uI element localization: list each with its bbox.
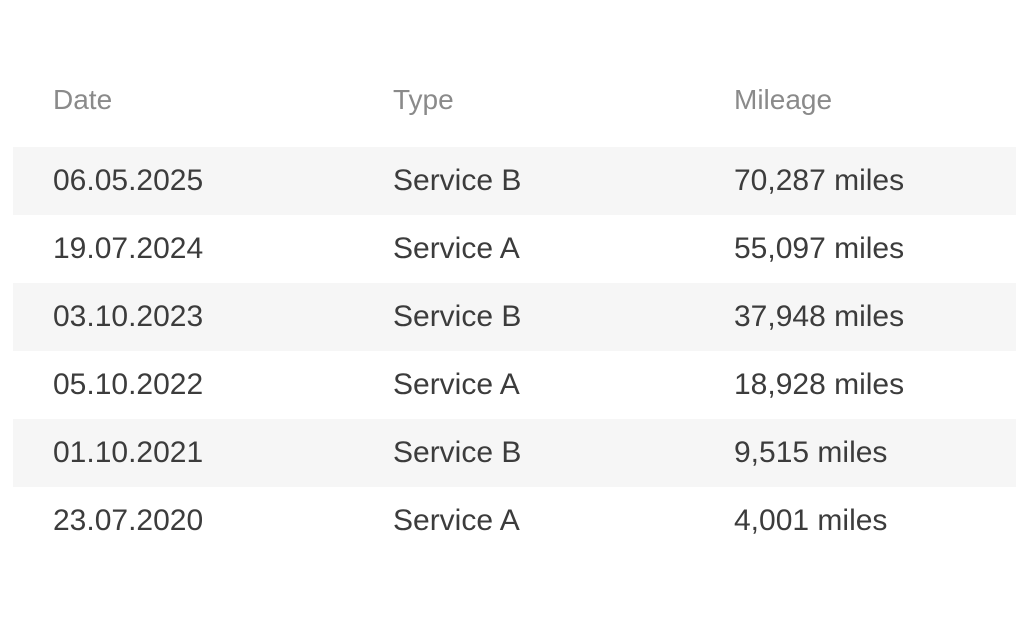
table-row: 19.07.2024 Service A 55,097 miles <box>13 215 1016 283</box>
cell-date: 06.05.2025 <box>53 164 204 197</box>
table-row: 03.10.2023 Service B 37,948 miles <box>13 283 1016 351</box>
cell-mileage: 37,948 miles <box>734 300 905 333</box>
cell-date: 19.07.2024 <box>53 232 204 265</box>
table-row: 01.10.2021 Service B 9,515 miles <box>13 419 1016 487</box>
cell-mileage: 9,515 miles <box>734 436 888 469</box>
cell-mileage: 55,097 miles <box>734 232 905 265</box>
cell-type: Service A <box>393 232 520 265</box>
cell-date: 05.10.2022 <box>53 368 204 401</box>
cell-date: 01.10.2021 <box>53 436 204 469</box>
table-body: 06.05.2025 Service B 70,287 miles 19.07.… <box>0 147 1016 555</box>
column-header-date: Date <box>53 84 113 115</box>
column-header-mileage: Mileage <box>734 84 833 115</box>
table-row: 23.07.2020 Service A 4,001 miles <box>13 487 1016 555</box>
cell-mileage: 70,287 miles <box>734 164 905 197</box>
cell-type: Service A <box>393 504 520 537</box>
cell-date: 03.10.2023 <box>53 300 204 333</box>
cell-type: Service A <box>393 368 520 401</box>
cell-mileage: 18,928 miles <box>734 368 905 401</box>
service-history-table: Date Type Mileage 06.05.2025 Service B 7… <box>0 78 1016 555</box>
cell-type: Service B <box>393 164 522 197</box>
table-header-row: Date Type Mileage <box>13 78 1016 122</box>
column-header-type: Type <box>393 84 454 115</box>
cell-mileage: 4,001 miles <box>734 504 888 537</box>
cell-date: 23.07.2020 <box>53 504 204 537</box>
table-row: 06.05.2025 Service B 70,287 miles <box>13 147 1016 215</box>
cell-type: Service B <box>393 300 522 333</box>
cell-type: Service B <box>393 436 522 469</box>
table-row: 05.10.2022 Service A 18,928 miles <box>13 351 1016 419</box>
